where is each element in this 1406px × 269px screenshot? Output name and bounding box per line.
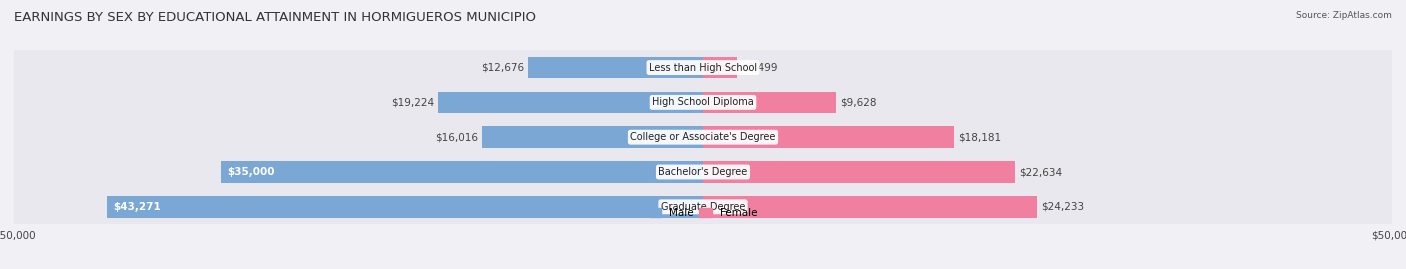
Text: $24,233: $24,233 — [1040, 202, 1084, 212]
Text: $9,628: $9,628 — [839, 97, 876, 107]
Bar — [703, 91, 835, 113]
Text: EARNINGS BY SEX BY EDUCATIONAL ATTAINMENT IN HORMIGUEROS MUNICIPIO: EARNINGS BY SEX BY EDUCATIONAL ATTAINMEN… — [14, 11, 536, 24]
Bar — [703, 155, 1392, 189]
Text: $16,016: $16,016 — [436, 132, 478, 142]
Bar — [14, 85, 703, 120]
Bar — [482, 126, 703, 148]
Text: Less than High School: Less than High School — [650, 63, 756, 73]
Bar — [14, 120, 703, 155]
Text: Bachelor's Degree: Bachelor's Degree — [658, 167, 748, 177]
Text: $35,000: $35,000 — [228, 167, 276, 177]
Bar — [529, 57, 703, 78]
Bar — [14, 50, 703, 85]
Text: $43,271: $43,271 — [114, 202, 162, 212]
Bar — [703, 57, 737, 78]
Bar — [703, 120, 1392, 155]
Text: $18,181: $18,181 — [957, 132, 1001, 142]
Text: Source: ZipAtlas.com: Source: ZipAtlas.com — [1296, 11, 1392, 20]
Legend: Male, Female: Male, Female — [644, 204, 762, 222]
Text: $12,676: $12,676 — [481, 63, 524, 73]
Bar — [703, 161, 1015, 183]
Text: High School Diploma: High School Diploma — [652, 97, 754, 107]
Bar — [14, 189, 703, 224]
Bar — [14, 155, 703, 189]
Bar — [703, 189, 1392, 224]
Text: $2,499: $2,499 — [741, 63, 778, 73]
Text: $19,224: $19,224 — [391, 97, 434, 107]
Bar — [221, 161, 703, 183]
Bar — [703, 85, 1392, 120]
Text: College or Associate's Degree: College or Associate's Degree — [630, 132, 776, 142]
Bar — [703, 126, 953, 148]
Text: Graduate Degree: Graduate Degree — [661, 202, 745, 212]
Bar — [107, 196, 703, 218]
Bar — [439, 91, 703, 113]
Bar — [703, 196, 1036, 218]
Bar — [703, 50, 1392, 85]
Text: $22,634: $22,634 — [1019, 167, 1062, 177]
